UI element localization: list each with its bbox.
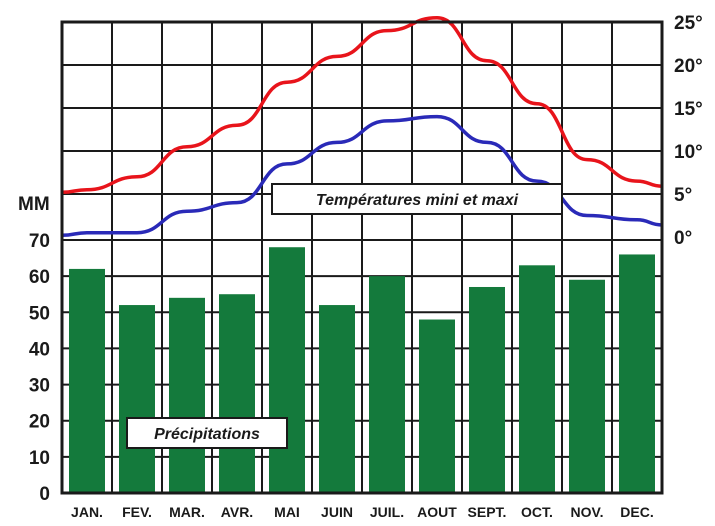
temperature-tick-label: 5° <box>674 185 692 206</box>
temperature-tick-label: 0° <box>674 228 692 249</box>
precipitation-tick-label: 0 <box>39 484 50 505</box>
precipitation-bar <box>469 286 505 493</box>
month-label: AVR. <box>221 504 253 520</box>
temperature-label: Températures mini et maxi <box>316 192 519 209</box>
precipitation-bar <box>69 268 105 493</box>
temperature-tick-label: 10° <box>674 142 703 163</box>
precipitation-legend-box: Précipitations <box>126 417 288 449</box>
month-label: JUIN <box>321 504 353 520</box>
precipitation-unit-label: MM <box>18 194 50 215</box>
temperature-max-line <box>61 15 663 195</box>
month-label: JAN. <box>71 504 103 520</box>
month-axis-labels: JAN. FEV. MAR. AVR. MAI JUIN JUIL. AOUT SEPT. OCT… <box>71 504 654 520</box>
temperature-tick-label: 20° <box>674 56 703 77</box>
precipitation-bar <box>219 294 255 493</box>
precipitation-tick-label: 30 <box>29 376 50 397</box>
precipitation-tick-label: 70 <box>29 231 50 252</box>
precipitation-bar <box>519 265 555 493</box>
month-label: NOV. <box>571 504 604 520</box>
temperature-tick-label: 15° <box>674 99 703 120</box>
precipitation-bar <box>369 276 405 493</box>
temperature-axis-ticks: 0° 5° 10° 15° 20° 25° <box>674 13 703 249</box>
temperature-legend-box: Températures mini et maxi <box>271 183 563 215</box>
month-label: AOUT <box>417 504 457 520</box>
month-label: SEPT. <box>468 504 507 520</box>
month-label: FEV. <box>122 504 152 520</box>
chart-grid <box>62 22 662 493</box>
temperature-tick-label: 25° <box>674 13 703 34</box>
month-label: MAR. <box>169 504 205 520</box>
precipitation-bar <box>269 247 305 493</box>
precipitation-tick-label: 20 <box>29 412 50 433</box>
chart-frame <box>60 20 664 495</box>
precipitation-tick-label: 10 <box>29 448 50 469</box>
precipitation-tick-label: 60 <box>29 267 50 288</box>
month-label: OCT. <box>521 504 553 520</box>
precipitation-tick-label: 50 <box>29 303 50 324</box>
precipitation-bar <box>619 254 655 493</box>
precipitation-bar <box>569 279 605 493</box>
precipitation-label: Précipitations <box>154 426 260 443</box>
precipitation-bar <box>319 305 355 493</box>
precipitation-bar <box>119 305 155 493</box>
precipitation-bar <box>419 319 455 493</box>
precipitation-bars <box>69 247 655 493</box>
month-label: JUIL. <box>370 504 404 520</box>
precipitation-bar <box>169 297 205 493</box>
temperature-min-line <box>61 114 663 238</box>
precipitation-tick-label: 40 <box>29 339 50 360</box>
precipitation-axis-ticks: 0 10 20 30 40 50 60 70 <box>29 231 50 505</box>
temperature-lines <box>61 15 663 238</box>
month-label: MAI <box>274 504 300 520</box>
chart-border <box>60 20 664 495</box>
month-label: DEC. <box>620 504 653 520</box>
